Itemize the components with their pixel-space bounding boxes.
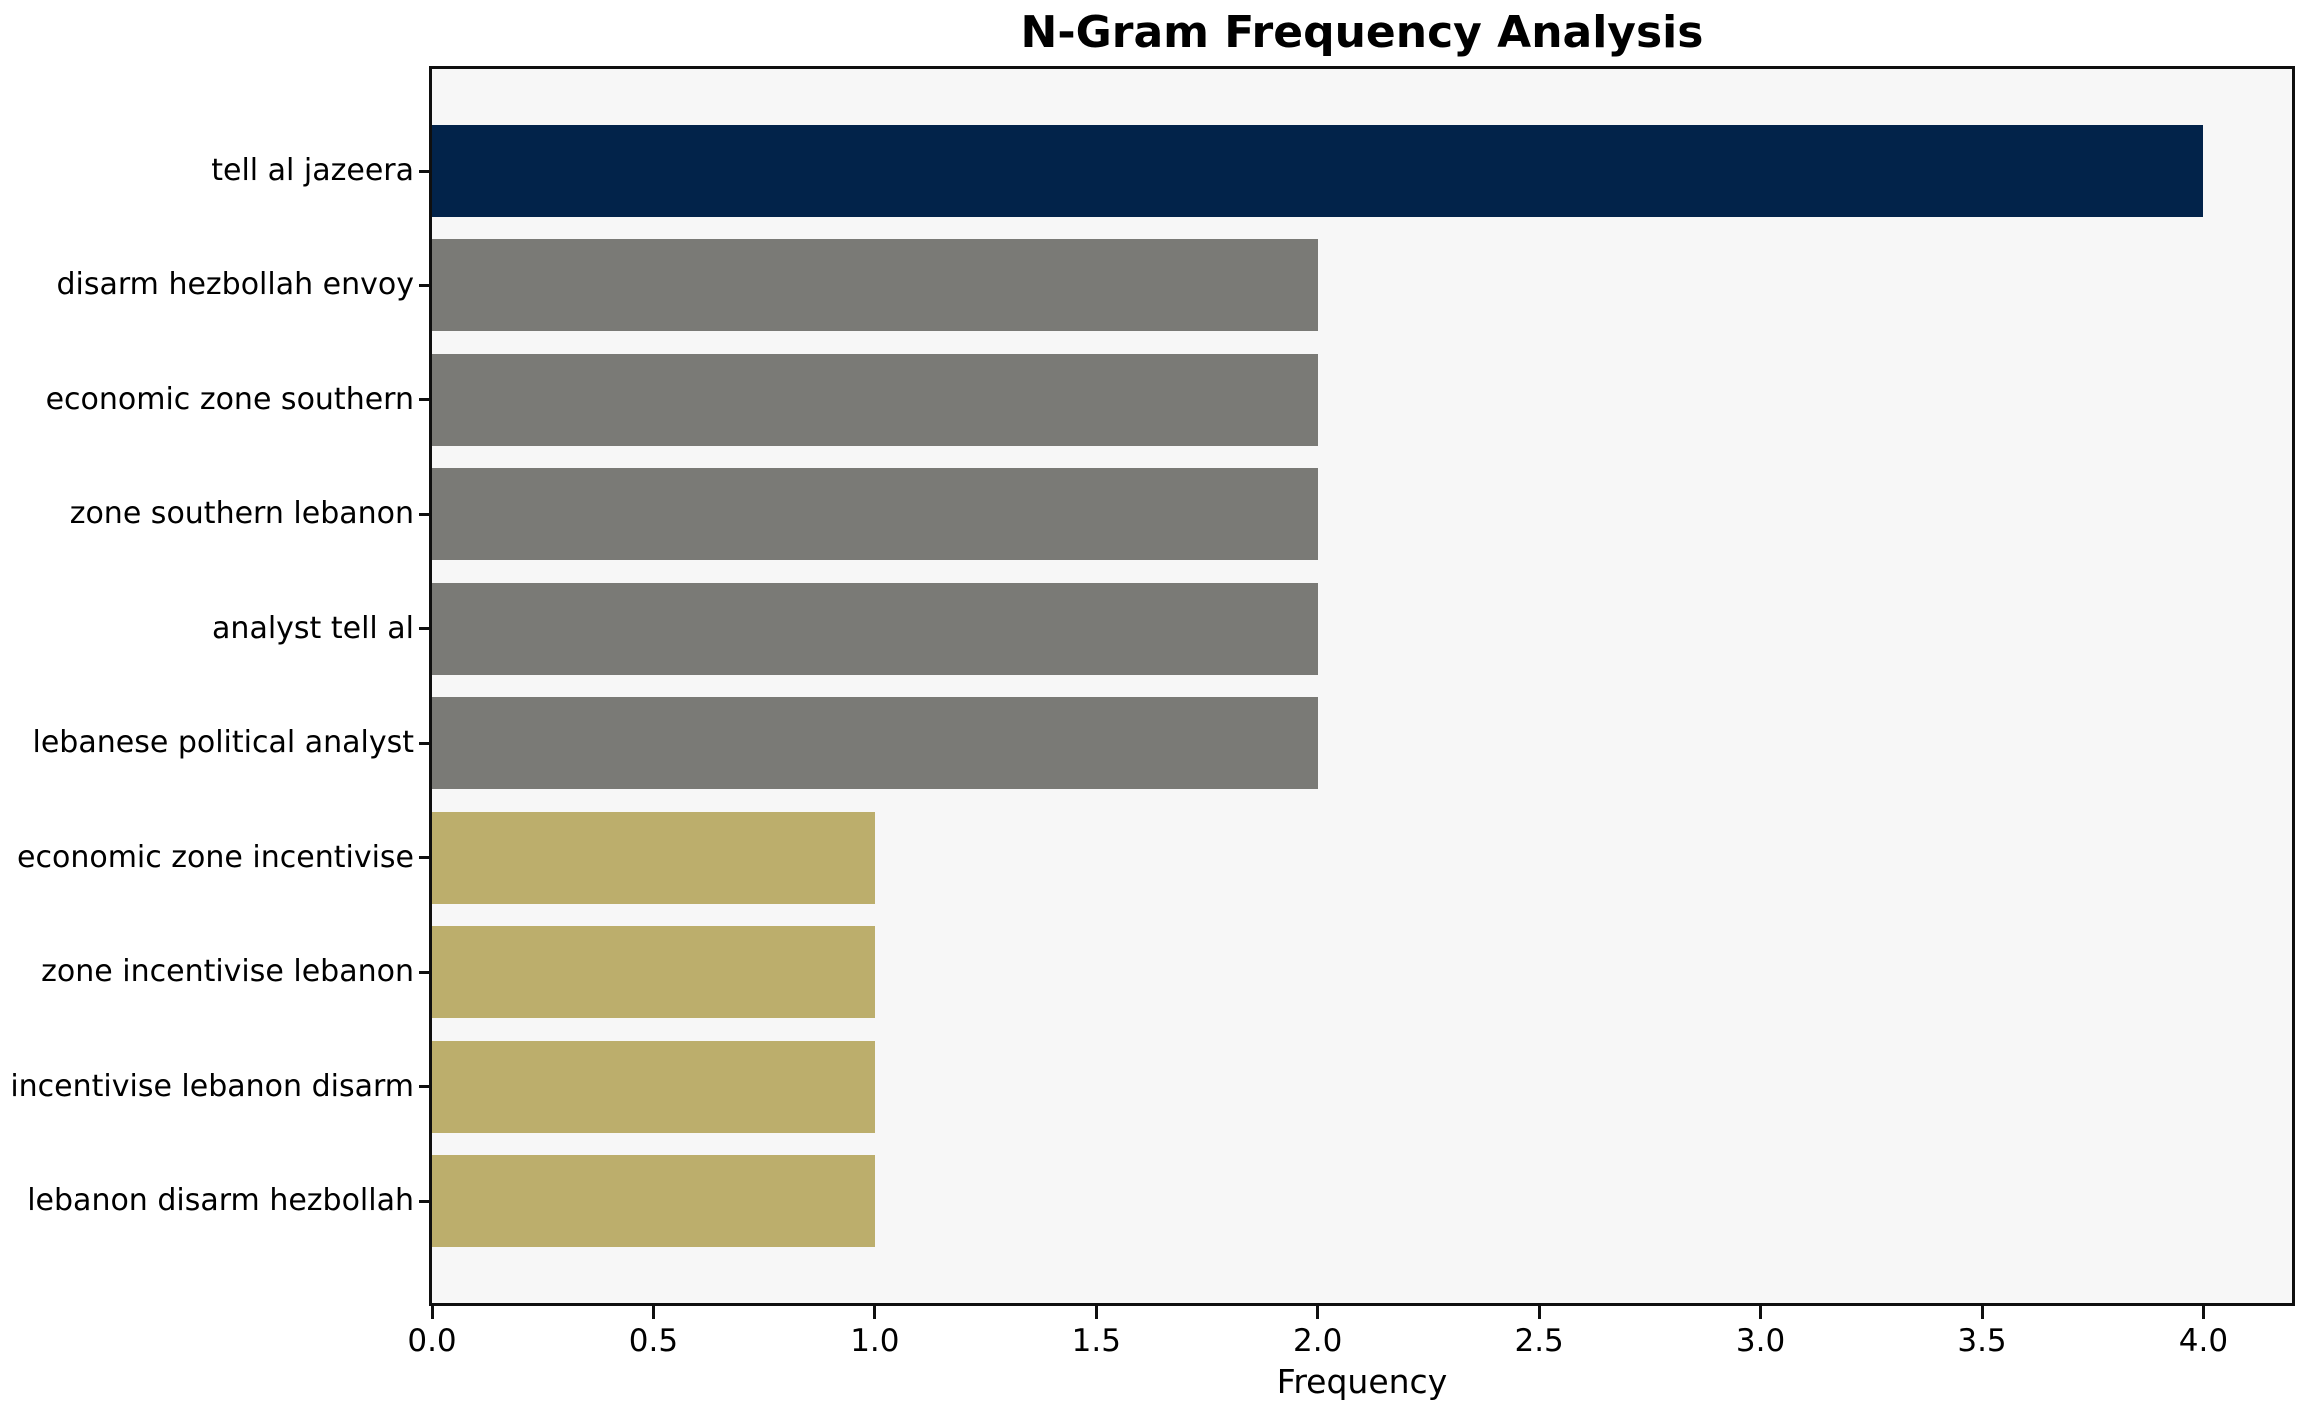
x-tick-mark xyxy=(1759,1306,1763,1319)
bar xyxy=(432,582,1318,675)
x-tick-mark xyxy=(1980,1306,1984,1319)
bar xyxy=(432,926,875,1019)
y-tick-mark xyxy=(419,169,429,173)
x-tick-mark xyxy=(873,1306,877,1319)
x-tick-mark xyxy=(1537,1306,1541,1319)
x-tick-mark xyxy=(1316,1306,1320,1319)
x-tick-mark xyxy=(1094,1306,1098,1319)
y-tick-label: analyst tell al xyxy=(212,610,414,646)
chart-title: N-Gram Frequency Analysis xyxy=(1020,7,1704,58)
y-tick-mark xyxy=(419,627,429,631)
y-axis-labels: tell al jazeera disarm hezbollah envoy eco… xyxy=(0,69,414,1303)
x-tick-label: 3.5 xyxy=(1957,1323,2007,1359)
bar xyxy=(432,468,1318,561)
x-tick-label: 1.0 xyxy=(850,1323,900,1359)
x-tick-label: 2.0 xyxy=(1293,1323,1343,1359)
y-tick-mark xyxy=(419,1199,429,1203)
y-tick-mark xyxy=(419,283,429,287)
x-tick-mark xyxy=(651,1306,655,1319)
bar xyxy=(432,353,1318,446)
x-axis-label: Frequency xyxy=(1276,1362,1448,1401)
y-tick-label: economic zone incentivise xyxy=(17,839,414,875)
y-tick-mark xyxy=(419,512,429,516)
y-tick-mark xyxy=(419,1085,429,1089)
bar xyxy=(432,125,2204,217)
x-tick-label: 1.5 xyxy=(1071,1323,1121,1359)
x-tick-mark xyxy=(2201,1306,2205,1319)
y-tick-label: lebanon disarm hezbollah xyxy=(27,1183,414,1218)
bar xyxy=(432,1155,875,1247)
x-tick-label: 0.0 xyxy=(407,1323,457,1359)
x-tick-label: 0.5 xyxy=(628,1323,679,1359)
x-axis-ticks: 0.0 0.5 1.0 1.5 2.0 2.5 3.0 3.5 4.0 xyxy=(407,1322,2292,1364)
bar xyxy=(432,811,875,904)
y-tick-mark xyxy=(419,398,429,402)
bar xyxy=(432,697,1318,790)
y-tick-label: disarm hezbollah envoy xyxy=(56,267,414,303)
y-tick-label: zone southern lebanon xyxy=(69,496,414,532)
plot-area xyxy=(419,66,2295,1319)
x-tick-mark xyxy=(430,1306,434,1319)
x-tick-label: 4.0 xyxy=(2178,1323,2229,1359)
y-tick-label: tell al jazeera xyxy=(211,153,414,188)
x-tick-label: 3.0 xyxy=(1735,1323,1786,1359)
y-tick-mark xyxy=(419,856,429,860)
y-tick-mark xyxy=(419,741,429,745)
y-tick-mark xyxy=(419,970,429,974)
x-tick-label: 2.5 xyxy=(1514,1323,1564,1359)
y-tick-label: incentivise lebanon disarm xyxy=(10,1068,414,1104)
y-tick-label: economic zone southern xyxy=(45,381,414,417)
y-tick-label: lebanese political analyst xyxy=(32,725,415,761)
bar xyxy=(432,239,1318,332)
y-tick-label: zone incentivise lebanon xyxy=(41,954,414,990)
bar xyxy=(432,1040,875,1133)
